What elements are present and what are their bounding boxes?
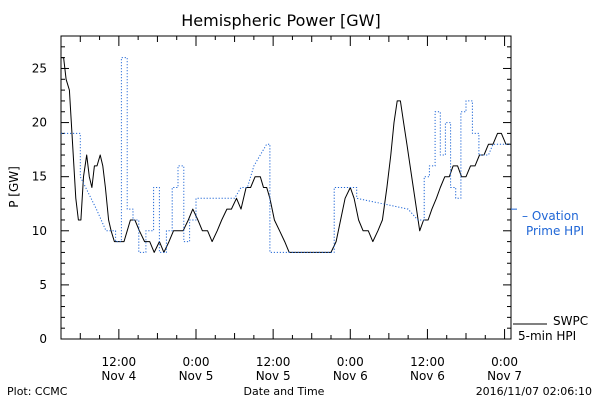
- legend-ovation-line2: Prime HPI: [526, 224, 584, 238]
- legend-ovation: – Ovation Prime HPI: [522, 209, 584, 238]
- footer-plot-credit: Plot: CCMC: [7, 385, 68, 398]
- series-swpc-line: [61, 57, 510, 253]
- y-axis-label: P [GW]: [7, 166, 21, 208]
- y-tick-label: 15: [32, 170, 47, 184]
- x-tick-time-label: 0:00: [491, 355, 518, 369]
- x-tick-time-label: 12:00: [102, 355, 137, 369]
- series-ovation-line: [61, 57, 510, 253]
- x-tick-date-label: Nov 7: [487, 369, 522, 383]
- y-tick-label: 25: [32, 61, 47, 75]
- legend-swpc: SWPC 5-min HPI: [513, 314, 588, 343]
- y-tick-label: 20: [32, 116, 47, 130]
- legend-ovation-line1: – Ovation: [522, 209, 579, 223]
- x-axis-label: Date and Time: [244, 385, 325, 398]
- series-layer: [61, 57, 517, 253]
- x-tick-date-label: Nov 6: [333, 369, 368, 383]
- y-axis: 0 5 10 15 20 25: [32, 46, 511, 346]
- x-tick-date-label: Nov 4: [101, 369, 136, 383]
- chart-title: Hemispheric Power [GW]: [181, 11, 380, 30]
- x-tick-time-label: 0:00: [183, 355, 210, 369]
- y-tick-label: 10: [32, 224, 47, 238]
- x-tick-date-label: Nov 5: [256, 369, 291, 383]
- x-tick-date-label: Nov 6: [410, 369, 445, 383]
- footer-timestamp: 2016/11/07 02:06:10: [476, 385, 592, 398]
- legend-swpc-line1: SWPC: [553, 314, 588, 328]
- legend-swpc-line2: 5-min HPI: [518, 329, 576, 343]
- y-tick-label: 0: [39, 332, 47, 346]
- x-tick-date-label: Nov 5: [179, 369, 214, 383]
- y-tick-label: 5: [39, 278, 47, 292]
- x-tick-time-label: 12:00: [256, 355, 291, 369]
- x-tick-time-label: 0:00: [337, 355, 364, 369]
- x-tick-time-label: 12:00: [410, 355, 445, 369]
